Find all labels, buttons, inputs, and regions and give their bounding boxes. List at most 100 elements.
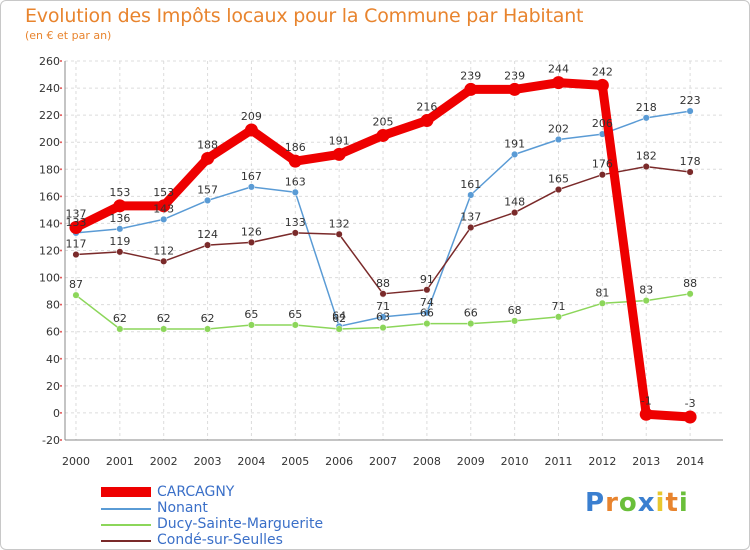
point-ducy-sainte-marguerite <box>291 321 299 329</box>
data-label-carcagny: 153 <box>153 186 174 199</box>
data-label-nonant: 143 <box>153 202 174 215</box>
data-label-cond-sur-seulles: 148 <box>504 196 525 209</box>
x-tick-label: 2012 <box>588 455 616 468</box>
data-label-nonant: 163 <box>285 175 306 188</box>
point-cond-sur-seulles <box>247 238 255 246</box>
point-ducy-sainte-marguerite <box>642 297 650 305</box>
chart-title: Evolution des Impôts locaux pour la Comm… <box>25 5 584 27</box>
point-nonant <box>467 191 475 199</box>
y-tick-label: 260 <box>39 55 60 68</box>
y-axis-marker <box>60 141 62 144</box>
x-tick-label: 2000 <box>62 455 90 468</box>
data-label-ducy-sainte-marguerite: 62 <box>157 312 171 325</box>
data-label-cond-sur-seulles: 117 <box>65 238 86 251</box>
data-label-nonant: 157 <box>197 183 218 196</box>
data-label-nonant: 161 <box>460 178 481 191</box>
x-tick-label: 2006 <box>325 455 353 468</box>
data-label-nonant: 133 <box>65 216 86 229</box>
data-label-carcagny: 186 <box>285 141 306 154</box>
x-tick-label: 2009 <box>457 455 485 468</box>
data-label-carcagny: 205 <box>373 115 394 128</box>
data-label-carcagny: -3 <box>685 397 696 410</box>
y-tick-label: 180 <box>39 163 60 176</box>
x-tick-label: 2013 <box>632 455 660 468</box>
data-label-cond-sur-seulles: 176 <box>592 158 613 171</box>
data-label-carcagny: 242 <box>592 65 613 78</box>
point-cond-sur-seulles <box>423 286 431 294</box>
point-ducy-sainte-marguerite <box>467 320 475 328</box>
legend-label-carcagny: CARCAGNY <box>157 484 235 500</box>
y-axis-marker <box>60 168 62 171</box>
point-carcagny <box>157 199 171 213</box>
point-carcagny <box>288 154 302 168</box>
point-nonant <box>204 196 212 204</box>
point-carcagny <box>113 199 127 213</box>
point-cond-sur-seulles <box>554 186 563 194</box>
data-label-carcagny: 188 <box>197 138 218 151</box>
data-label-ducy-sainte-marguerite: 65 <box>244 308 258 321</box>
point-cond-sur-seulles <box>511 209 519 217</box>
point-nonant <box>686 107 694 115</box>
y-axis-marker <box>60 303 62 306</box>
point-carcagny <box>683 410 697 424</box>
y-tick-label: 220 <box>39 109 60 122</box>
point-ducy-sainte-marguerite <box>335 325 343 333</box>
data-label-ducy-sainte-marguerite: 66 <box>420 307 434 320</box>
data-label-cond-sur-seulles: 88 <box>376 277 390 290</box>
data-label-cond-sur-seulles: 112 <box>153 244 174 257</box>
point-carcagny <box>201 151 215 165</box>
data-label-cond-sur-seulles: 133 <box>285 216 306 229</box>
data-label-carcagny: 209 <box>241 110 262 123</box>
data-label-cond-sur-seulles: 137 <box>460 210 481 223</box>
x-tick-label: 2007 <box>369 455 397 468</box>
y-tick-label: 80 <box>46 299 60 312</box>
brand-logo: Proxiti <box>585 488 689 518</box>
data-label-cond-sur-seulles: 119 <box>109 235 130 248</box>
point-cond-sur-seulles <box>204 241 212 249</box>
data-label-cond-sur-seulles: 91 <box>420 273 434 286</box>
point-cond-sur-seulles <box>379 290 387 298</box>
chart-subtitle: (en € et par an) <box>25 29 112 42</box>
point-cond-sur-seulles <box>467 223 475 232</box>
point-ducy-sainte-marguerite <box>554 313 563 321</box>
point-ducy-sainte-marguerite <box>116 325 124 333</box>
data-label-cond-sur-seulles: 132 <box>329 217 350 230</box>
point-nonant <box>511 150 519 158</box>
y-tick-label: 120 <box>39 245 60 258</box>
y-axis-marker <box>60 60 62 62</box>
point-cond-sur-seulles <box>686 168 694 176</box>
data-label-ducy-sainte-marguerite: 63 <box>376 311 390 324</box>
point-carcagny <box>376 128 390 142</box>
x-tick-label: 2005 <box>281 455 309 468</box>
point-cond-sur-seulles <box>291 229 299 237</box>
data-label-cond-sur-seulles: 124 <box>197 228 218 241</box>
legend-label-conde: Condé-sur-Seulles <box>157 532 283 548</box>
y-axis-marker <box>60 87 62 90</box>
data-label-ducy-sainte-marguerite: 81 <box>595 286 609 299</box>
data-label-carcagny: 239 <box>460 69 481 82</box>
y-axis-marker <box>60 411 62 414</box>
data-label-carcagny: -1 <box>641 394 652 407</box>
data-label-nonant: 71 <box>376 300 390 313</box>
x-tick-label: 2001 <box>106 455 134 468</box>
point-nonant <box>116 225 124 233</box>
legend-swatch-ducy <box>101 524 151 526</box>
data-label-nonant: 64 <box>332 309 346 322</box>
point-carcagny <box>420 114 434 128</box>
data-label-nonant: 74 <box>420 296 434 309</box>
point-carcagny <box>332 147 346 161</box>
y-axis-marker <box>60 195 62 198</box>
point-cond-sur-seulles <box>335 230 343 238</box>
point-cond-sur-seulles <box>160 257 168 265</box>
data-label-ducy-sainte-marguerite: 87 <box>69 278 83 291</box>
x-tick-label: 2011 <box>545 455 573 468</box>
point-carcagny <box>595 78 609 92</box>
data-label-cond-sur-seulles: 126 <box>241 225 262 238</box>
data-label-ducy-sainte-marguerite: 66 <box>464 307 478 320</box>
data-label-carcagny: 244 <box>548 63 569 76</box>
data-label-nonant: 136 <box>109 212 130 225</box>
y-tick-label: 100 <box>39 272 60 285</box>
point-nonant <box>642 114 650 122</box>
legend-swatch-nonant <box>101 508 151 510</box>
